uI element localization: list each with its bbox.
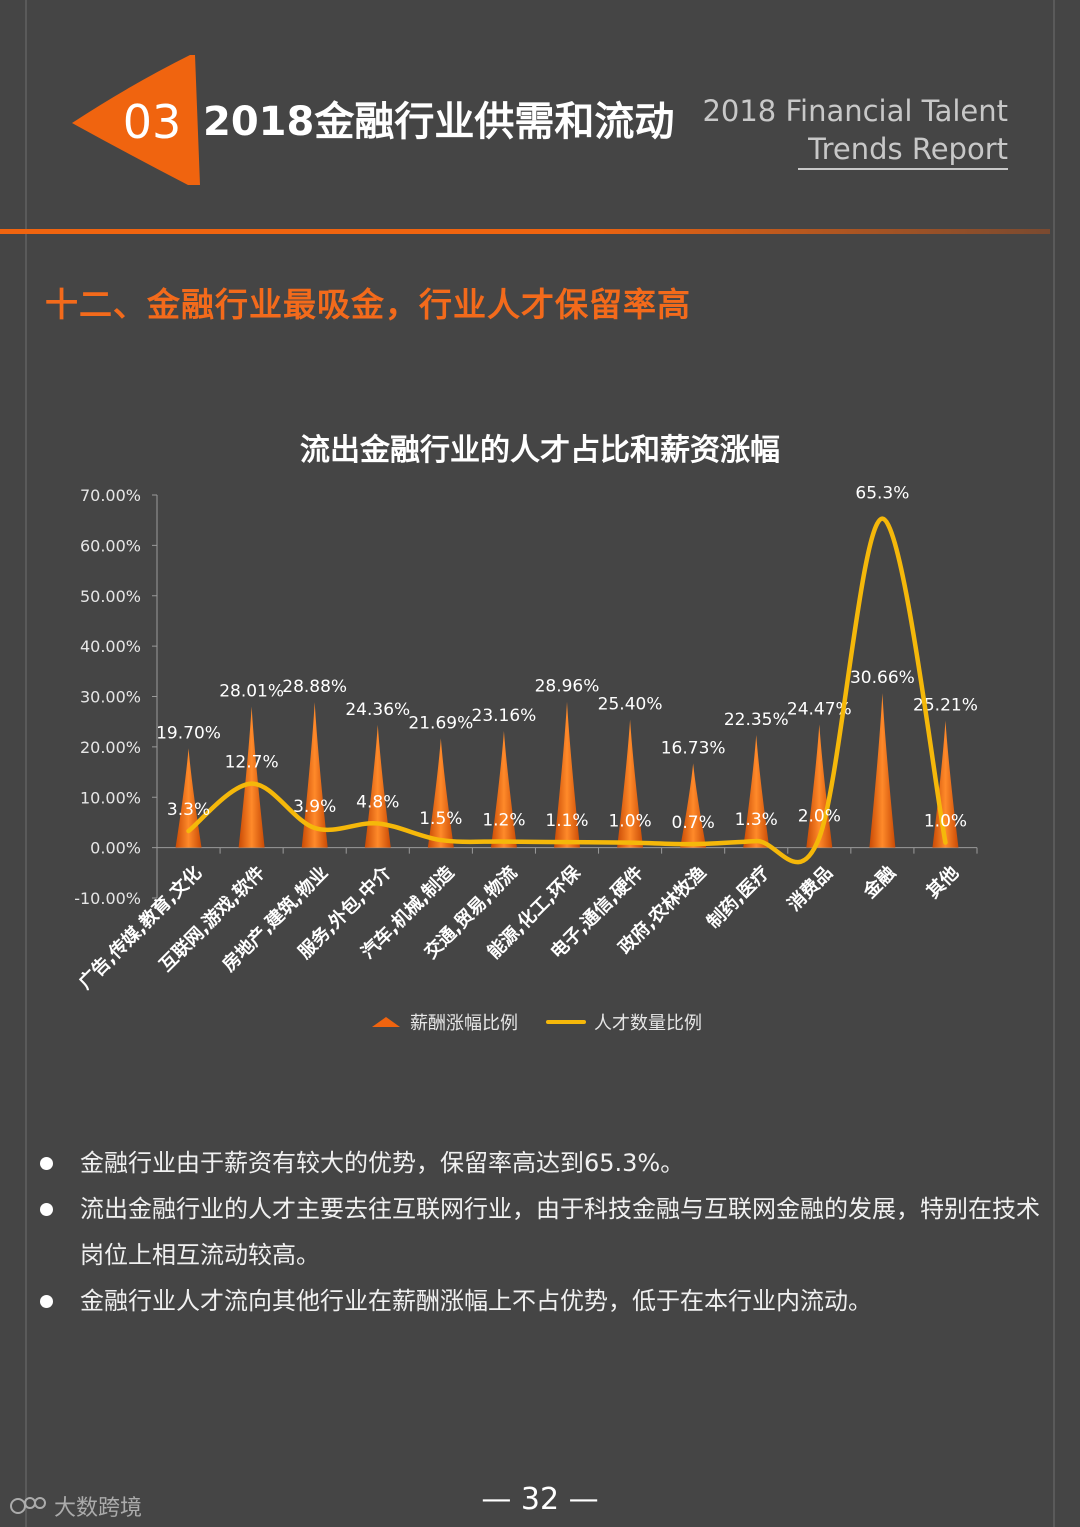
bar-data-label: 25.21% (913, 696, 978, 716)
bar-data-label: 24.36% (345, 700, 410, 720)
line-data-label: 2.0% (798, 807, 841, 827)
bar (427, 738, 454, 848)
bar (490, 730, 517, 848)
watermark-text: 大数跨境 (54, 1496, 143, 1521)
legend-item-bar: 薪酬涨幅比例 (370, 1009, 518, 1035)
bar-data-label: 22.35% (724, 710, 789, 730)
bar-data-label: 28.96% (535, 677, 600, 697)
bar-data-label: 21.69% (408, 713, 473, 733)
page-header: 03 2018金融行业供需和流动 2018 Financial Talent T… (0, 0, 1080, 240)
bar-data-label: 16.73% (661, 738, 726, 758)
bar (301, 702, 328, 848)
bar-data-label: 23.16% (472, 706, 537, 726)
y-tick-label: 30.00% (80, 688, 141, 707)
section-title: 2018金融行业供需和流动 (203, 99, 675, 145)
line-data-label: 1.2% (482, 811, 525, 831)
section-badge-icon (72, 55, 200, 185)
line-data-label: 1.0% (608, 812, 651, 832)
bar (617, 719, 644, 848)
line-data-label: 0.7% (672, 813, 715, 833)
left-border-line (25, 0, 27, 1527)
legend-line-label: 人才数量比例 (594, 1013, 702, 1034)
x-category-label: 制药,医疗 (702, 862, 773, 933)
bullet-text: 流出金融行业的人才主要去往互联网行业，由于科技金融与互联网金融的发展，特别在技术… (80, 1195, 1040, 1269)
bar (869, 693, 896, 848)
bullet-text: 金融行业人才流向其他行业在薪酬涨幅上不占优势，低于在本行业内流动。 (80, 1287, 872, 1315)
bar (554, 701, 580, 848)
bar-data-label: 24.47% (787, 699, 852, 719)
line-data-label: 1.0% (924, 812, 967, 832)
header-divider (0, 229, 1050, 234)
line-data-label: 12.7% (225, 753, 279, 773)
line-data-label: 65.3% (855, 484, 909, 504)
combo-chart: 70.00% 60.00% 50.00% 40.00% 30.00% 20.00% 10.0… (74, 484, 978, 994)
y-tick-label: 0.00% (90, 839, 141, 858)
x-category-label: 其他 (922, 862, 963, 903)
y-tick-label: 20.00% (80, 738, 141, 757)
legend-bar-label: 薪酬涨幅比例 (410, 1013, 518, 1034)
chart-title: 流出金融行业的人才占比和薪资涨幅 (300, 433, 780, 468)
x-category-label: 房地产,建筑,物业 (218, 862, 332, 976)
chart-legend: 薪酬涨幅比例 人才数量比例 (370, 1008, 702, 1036)
section-number: 03 (122, 95, 182, 149)
bullet-dot-icon (40, 1203, 53, 1216)
section-subheading: 十二、金融行业最吸金，行业人才保留率高 (45, 285, 691, 324)
bullet-dot-icon (40, 1157, 53, 1170)
watermark: 大数跨境 (8, 1490, 142, 1522)
bullet-dot-icon (40, 1295, 53, 1308)
y-tick-label: 60.00% (80, 536, 141, 555)
bullet-item: 金融行业人才流向其他行业在薪酬涨幅上不占优势，低于在本行业内流动。 (40, 1278, 1050, 1324)
bar-data-label: 19.70% (156, 723, 221, 743)
bar-data-label: 25.40% (598, 695, 663, 715)
page-number: — 32 — (481, 1482, 599, 1517)
legend-line-swatch-icon (546, 1020, 586, 1024)
x-category-label: 消费品 (783, 862, 837, 916)
bar (806, 724, 833, 848)
bar (364, 724, 391, 848)
x-category-label: 广告,传媒,教育,文化 (74, 862, 206, 994)
y-tick-label: 70.00% (80, 486, 141, 505)
bullet-list: 金融行业由于薪资有较大的优势，保留率高达到65.3%。 流出金融行业的人才主要去… (40, 1140, 1050, 1324)
line-data-label: 3.9% (293, 797, 336, 817)
bar (743, 735, 770, 848)
y-tick-label: 50.00% (80, 587, 141, 606)
bullet-item: 流出金融行业的人才主要去往互联网行业，由于科技金融与互联网金融的发展，特别在技术… (40, 1186, 1050, 1278)
bar-data-label: 30.66% (850, 668, 915, 688)
bullet-text: 金融行业由于薪资有较大的优势，保留率高达到65.3%。 (80, 1149, 685, 1177)
x-category-label: 互联网,游戏,软件 (155, 862, 269, 976)
english-title-line1: 2018 Financial Talent (702, 94, 1008, 128)
legend-bar-swatch-icon (372, 1017, 400, 1027)
bar-data-label: 28.01% (219, 682, 284, 702)
right-border-line (1053, 0, 1055, 1527)
legend-item-line: 人才数量比例 (546, 1009, 702, 1035)
english-title-line2: Trends Report (798, 130, 1008, 170)
bar (238, 706, 265, 848)
bar-data-label: 28.88% (282, 677, 347, 697)
line-data-label: 1.3% (735, 810, 778, 830)
y-tick-label: -10.00% (74, 889, 141, 908)
y-tick-label: 10.00% (80, 788, 141, 807)
line-data-label: 1.1% (545, 811, 588, 831)
english-title: 2018 Financial Talent Trends Report (702, 92, 1008, 170)
y-tick-label: 40.00% (80, 637, 141, 656)
x-category-label: 金融 (858, 862, 900, 904)
bullet-item: 金融行业由于薪资有较大的优势，保留率高达到65.3%。 (40, 1140, 1050, 1186)
line-data-label: 3.3% (167, 800, 210, 820)
line-data-label: 1.5% (419, 809, 462, 829)
watermark-logo-icon (10, 1497, 46, 1514)
line-data-label: 4.8% (356, 792, 399, 812)
bar (680, 763, 707, 848)
